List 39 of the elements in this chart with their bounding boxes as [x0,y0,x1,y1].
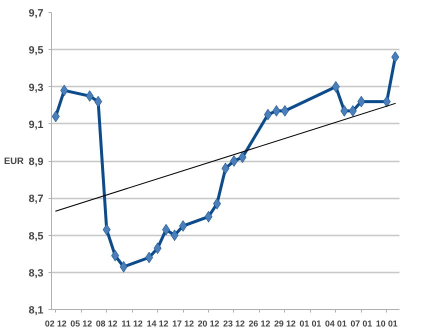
x-tick-label: 26 12 [248,318,270,328]
x-tick-label: 05 12 [70,318,92,328]
x-tick-label: 23 12 [223,318,246,328]
y-tick-label: 9,5 [28,44,44,57]
point [86,90,94,102]
point [348,105,357,117]
y-tick-label: 8,9 [28,156,44,168]
x-tick-label: 02 12 [44,318,67,328]
point [52,110,60,122]
y-tick-label: 8,7 [28,193,44,206]
y-tick-label: 9,7 [28,8,44,20]
point [60,84,68,96]
y-axis-title: EUR [4,156,24,166]
y-tick-label: 8,3 [28,267,44,280]
point [357,96,366,108]
x-tick-label: 17 12 [172,318,194,328]
y-tick-label: 8,1 [28,304,44,316]
x-tick-label: 08 12 [96,318,118,328]
y-tick-label: 9,1 [28,118,44,131]
x-tick-label: 11 12 [122,318,143,328]
x-tick-label: 20 12 [198,318,220,328]
point [120,261,128,273]
point [391,51,400,63]
x-tick-label: 04 01 [325,318,347,328]
point [340,105,348,117]
y-tick-label: 8,5 [28,230,44,242]
point [382,96,391,108]
x-tick-label: 01 01 [300,318,322,328]
x-tick-label: 14 12 [146,318,169,328]
point [154,242,162,254]
point [145,252,154,264]
x-tick-label: 07 01 [350,318,372,328]
x-tick-label: 10 01 [376,318,398,328]
point [102,224,111,236]
x-tick-label: 29 12 [274,318,296,328]
point [332,81,340,92]
point [94,96,102,108]
point [111,250,120,262]
y-tick-label: 9,3 [28,82,44,94]
